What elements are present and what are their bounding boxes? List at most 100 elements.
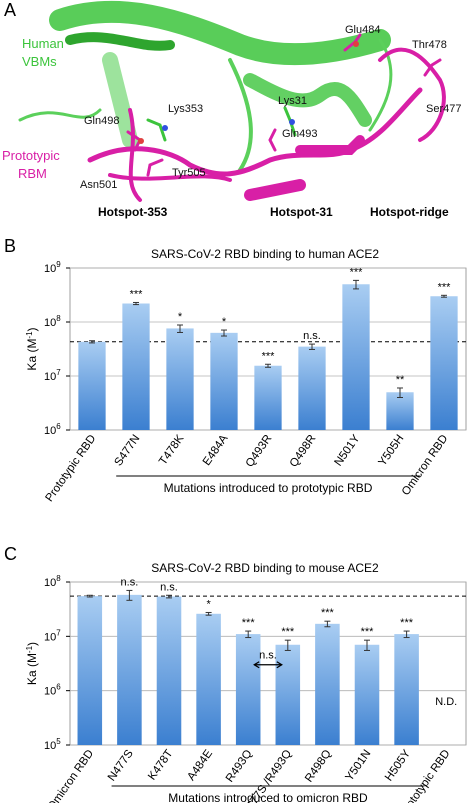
rbm-structure xyxy=(87,47,446,202)
bar-n477s-r493q xyxy=(275,644,301,745)
bar-omicron-rbd xyxy=(77,596,103,745)
x-tick-label: Y501N xyxy=(343,748,373,784)
y-tick-exponent: 6 xyxy=(56,422,61,431)
bar-k478t xyxy=(156,596,182,745)
y-tick-label: 105 xyxy=(44,737,61,752)
y-tick-label: 107 xyxy=(44,628,61,643)
significance-label: *** xyxy=(130,288,144,300)
hotspot-353-label: Hotspot-353 xyxy=(98,205,168,219)
residue-ser477: Ser477 xyxy=(426,103,461,115)
x-tick-label: Q498R xyxy=(288,433,319,470)
y-tick-label: 108 xyxy=(44,574,61,589)
chart-b-significance: **** ****n.s.******** xyxy=(130,266,452,386)
significance-label: n.s. xyxy=(160,581,178,593)
chart-c-significance: n.s. n.s.****************N.D. xyxy=(121,576,458,708)
significance-label: *** xyxy=(281,626,295,638)
significance-label: ** xyxy=(396,374,405,386)
significance-label: * xyxy=(206,598,211,610)
ylabel-text: Ka (M xyxy=(25,653,39,685)
x-tick-label: K478T xyxy=(146,748,175,783)
residue-lys31: Lys31 xyxy=(278,95,307,107)
chart-b-group-label: Mutations introduced to prototypic RBD xyxy=(164,481,373,495)
residue-glu484: Glu484 xyxy=(345,24,380,36)
bar-q493r xyxy=(254,365,282,430)
chart-b-errors xyxy=(89,279,447,398)
significance-label: * xyxy=(222,316,227,328)
panel-a: A Human VBMs Prototypic RBM Gln498 Lys35… xyxy=(2,0,474,219)
bar-s477n xyxy=(122,303,150,430)
hotspot-31-label: Hotspot-31 xyxy=(270,205,333,219)
label-prototypic-rbm-2: RBM xyxy=(18,166,47,181)
chart-c-ns-bracket: n.s. xyxy=(253,650,283,669)
bar-r493q xyxy=(235,634,261,745)
ylabel-exponent: -1 xyxy=(25,331,34,339)
y-tick-base: 10 xyxy=(44,631,56,643)
x-tick-label: Prototypic RBD xyxy=(44,433,99,504)
significance-label: *** xyxy=(262,350,276,362)
significance-label: *** xyxy=(438,281,452,293)
residue-gln498: Gln498 xyxy=(84,115,119,127)
chart-c-group-label: Mutations introduced to omicron RBD xyxy=(168,791,368,803)
label-human-vbms-2: VBMs xyxy=(22,54,57,69)
chart-b-title: SARS-CoV-2 RBD binding to human ACE2 xyxy=(151,247,379,261)
bar-h505y xyxy=(394,634,419,745)
x-tick-label: R493Q xyxy=(224,748,255,785)
residue-lys353: Lys353 xyxy=(168,103,203,115)
bar-e484a xyxy=(210,332,238,430)
chart-b-bars xyxy=(78,284,458,430)
bar-r498q xyxy=(315,623,340,745)
y-tick-label: 108 xyxy=(44,314,61,329)
y-tick-exponent: 5 xyxy=(56,737,61,746)
significance-label: N.D. xyxy=(435,696,457,708)
panel-b: B SARS-CoV-2 RBD binding to human ACE2 1… xyxy=(4,236,467,504)
y-tick-label: 109 xyxy=(44,260,61,275)
chart-c-title: SARS-CoV-2 RBD binding to mouse ACE2 xyxy=(151,561,379,575)
x-tick-label: E484A xyxy=(201,433,231,468)
panel-letter-c: C xyxy=(4,544,17,564)
x-tick-label: Y505H xyxy=(376,433,406,469)
y-tick-exponent: 8 xyxy=(56,314,61,323)
bar-n501y xyxy=(342,284,370,430)
chart-b-ylabel: Ka (M-1) xyxy=(25,327,39,370)
panel-letter-a: A xyxy=(4,0,16,20)
x-tick-label: A484E xyxy=(185,748,215,783)
y-tick-base: 10 xyxy=(44,425,56,437)
x-tick-label: R498Q xyxy=(303,748,334,785)
significance-label: *** xyxy=(321,607,335,619)
y-tick-base: 10 xyxy=(44,740,56,752)
significance-label: * xyxy=(178,311,183,323)
residue-tyr505: Tyr505 xyxy=(172,167,206,179)
bar-prototypic-rbd xyxy=(78,341,106,430)
side-chains xyxy=(126,33,442,177)
y-tick-base: 10 xyxy=(44,317,56,329)
significance-label: n.s. xyxy=(303,330,321,342)
y-tick-exponent: 7 xyxy=(56,368,61,377)
y-tick-base: 10 xyxy=(44,263,56,275)
bar-a484e xyxy=(196,613,221,745)
y-tick-base: 10 xyxy=(44,686,56,698)
significance-label: *** xyxy=(400,617,414,629)
ylabel-close: ) xyxy=(25,642,39,646)
chart-c-ylabel: Ka (M-1) xyxy=(25,642,39,685)
x-tick-label: N477S xyxy=(106,748,136,784)
x-tick-label: Q493R xyxy=(244,433,275,470)
x-tick-label: S477N xyxy=(112,433,142,469)
x-tick-label: Omicron RBD xyxy=(46,748,97,803)
chart-c-bars xyxy=(77,594,419,745)
y-tick-label: 106 xyxy=(44,683,61,698)
x-tick-label: T478K xyxy=(157,433,186,468)
ylabel-close: ) xyxy=(25,327,39,331)
panel-letter-b: B xyxy=(4,236,16,256)
y-tick-exponent: 7 xyxy=(56,628,61,637)
y-tick-exponent: 8 xyxy=(56,574,61,583)
y-tick-label: 106 xyxy=(44,422,61,437)
residue-gln493: Gln493 xyxy=(282,128,317,140)
label-prototypic-rbm-1: Prototypic xyxy=(2,148,60,163)
label-human-vbms-1: Human xyxy=(22,36,64,51)
bar-omicron-rbd xyxy=(430,296,458,430)
y-tick-base: 10 xyxy=(44,371,56,383)
bar-q498r xyxy=(298,346,326,430)
